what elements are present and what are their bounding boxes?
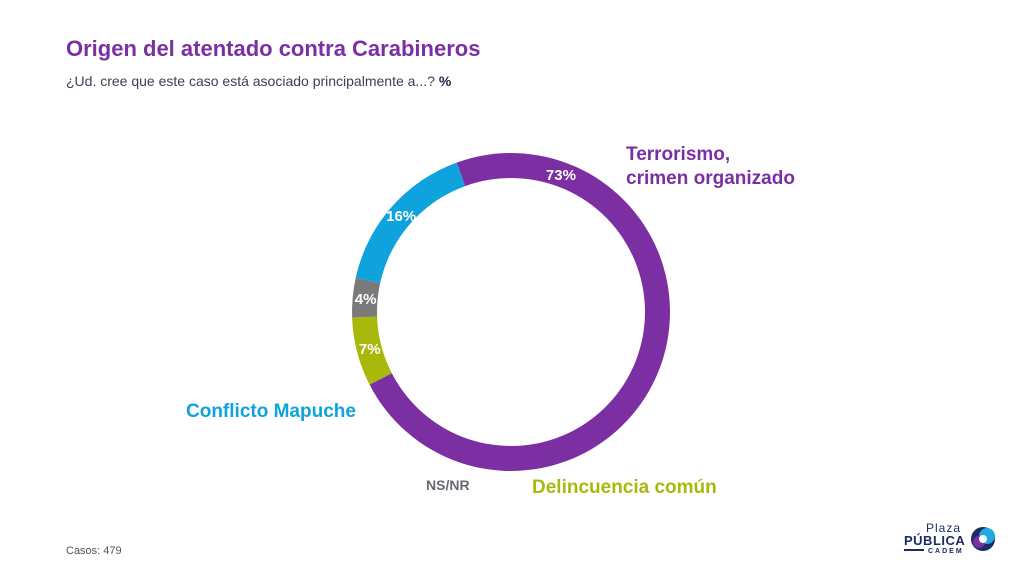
casos-value: 479 <box>103 545 122 557</box>
label-nsnr: NS/NR <box>426 477 470 493</box>
slice-conflicto-mapuche <box>355 162 466 284</box>
chart-subtitle: ¿Ud. cree que este caso está asociado pr… <box>66 73 451 89</box>
logo-text-publica: PÚBLICA <box>904 533 966 548</box>
value-label-nsnr: 4% <box>355 291 377 308</box>
logo-text-plaza: Plaza <box>926 521 962 535</box>
logo-mark-icon <box>971 527 995 551</box>
plaza-publica-logo: Plaza PÚBLICA CADEM <box>902 521 1002 561</box>
label-delincuencia-comun: Delincuencia común <box>532 477 717 498</box>
casos-label: Casos: <box>66 545 101 557</box>
value-label-terrorismo: 73% <box>546 167 576 184</box>
label-terrorismo-line1: Terrorismo, <box>626 144 731 165</box>
label-conflicto-mapuche: Conflicto Mapuche <box>186 401 356 422</box>
slice-delincuencia-comun <box>352 316 392 385</box>
slice-nsnr <box>351 277 381 318</box>
logo-bar <box>904 549 924 551</box>
label-terrorismo: Terrorismo, crimen organizado <box>626 143 795 191</box>
value-label-conflicto-mapuche: 16% <box>386 208 416 225</box>
unit-label: % <box>438 73 452 89</box>
sample-size: Casos: 479 <box>66 545 125 557</box>
label-terrorismo-line2: crimen organizado <box>626 168 795 189</box>
subtitle-question: ¿Ud. cree que este caso está asociado pr… <box>66 73 435 89</box>
chart-title: Origen del atentado contra Carabineros <box>66 36 481 61</box>
logo-text-cadem: CADEM <box>928 548 964 555</box>
value-label-delincuencia-comun: 7% <box>359 341 381 358</box>
